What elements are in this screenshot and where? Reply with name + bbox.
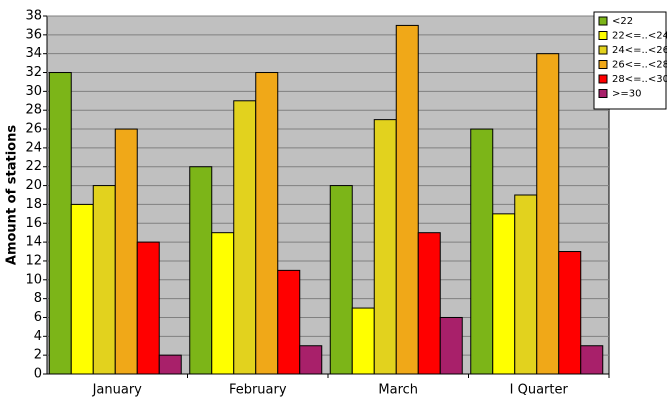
y-tick-label: 2 <box>34 348 42 363</box>
bar <box>470 128 494 375</box>
bar <box>70 203 94 375</box>
y-tick-label: 38 <box>25 9 42 24</box>
x-tick-label: March <box>378 383 418 398</box>
y-tick-label: 20 <box>25 178 42 193</box>
bar <box>189 166 213 375</box>
bar <box>114 128 138 375</box>
y-tick-label: 22 <box>25 159 42 174</box>
bar <box>158 354 182 375</box>
legend-label: 26<=..<28 <box>612 60 667 71</box>
y-tick-label: 34 <box>25 46 42 61</box>
legend-swatch <box>598 16 608 26</box>
bar <box>92 185 116 375</box>
legend-label: 28<=..<30 <box>612 74 667 85</box>
bar <box>255 72 279 375</box>
bar <box>329 185 353 375</box>
legend-label: 24<=..<26 <box>612 45 667 56</box>
bar <box>558 251 582 375</box>
bar <box>233 100 257 375</box>
y-tick-label: 16 <box>25 216 42 231</box>
legend-label: 22<=..<24 <box>612 31 667 42</box>
y-tick-label: 4 <box>34 329 42 344</box>
y-tick-label: 32 <box>25 65 42 80</box>
y-tick-label: 8 <box>34 291 42 306</box>
y-tick-label: 26 <box>25 122 42 137</box>
bar <box>417 232 441 375</box>
y-tick-label: 24 <box>25 140 42 155</box>
legend: <22 22<=..<24 24<=..<26 26<=..<28 28<=..<30 >… <box>593 11 667 110</box>
y-tick-label: 12 <box>25 253 42 268</box>
y-tick-label: 14 <box>25 235 42 250</box>
bar <box>373 119 397 375</box>
x-tick-label: February <box>229 383 287 398</box>
bar <box>299 345 323 375</box>
y-tick-label: 0 <box>34 367 42 382</box>
bar <box>439 316 463 375</box>
bar <box>395 24 419 375</box>
bar <box>277 269 301 375</box>
legend-swatch <box>598 89 608 98</box>
legend-label: <22 <box>612 16 633 27</box>
bar <box>580 345 604 375</box>
x-tick-label: January <box>92 383 143 398</box>
legend-swatch <box>598 31 608 40</box>
y-tick-label: 10 <box>25 272 42 287</box>
y-tick-label: 30 <box>25 84 42 99</box>
x-tick-label: I Quarter <box>510 383 569 398</box>
bar <box>351 307 375 375</box>
y-tick-label: 28 <box>25 103 42 118</box>
legend-label: >=30 <box>612 89 641 100</box>
y-axis-label: Amount of stations <box>5 125 20 265</box>
bar <box>492 213 516 375</box>
bar <box>211 232 235 375</box>
legend-swatch <box>598 45 608 55</box>
bar <box>514 194 538 375</box>
y-tick-label: 6 <box>34 310 42 325</box>
legend-swatch <box>598 60 608 69</box>
bar <box>536 53 560 375</box>
bar <box>136 241 160 375</box>
y-tick-label: 18 <box>25 197 42 212</box>
legend-swatch <box>598 74 608 84</box>
bar <box>48 72 72 375</box>
y-tick-label: 36 <box>25 27 42 42</box>
